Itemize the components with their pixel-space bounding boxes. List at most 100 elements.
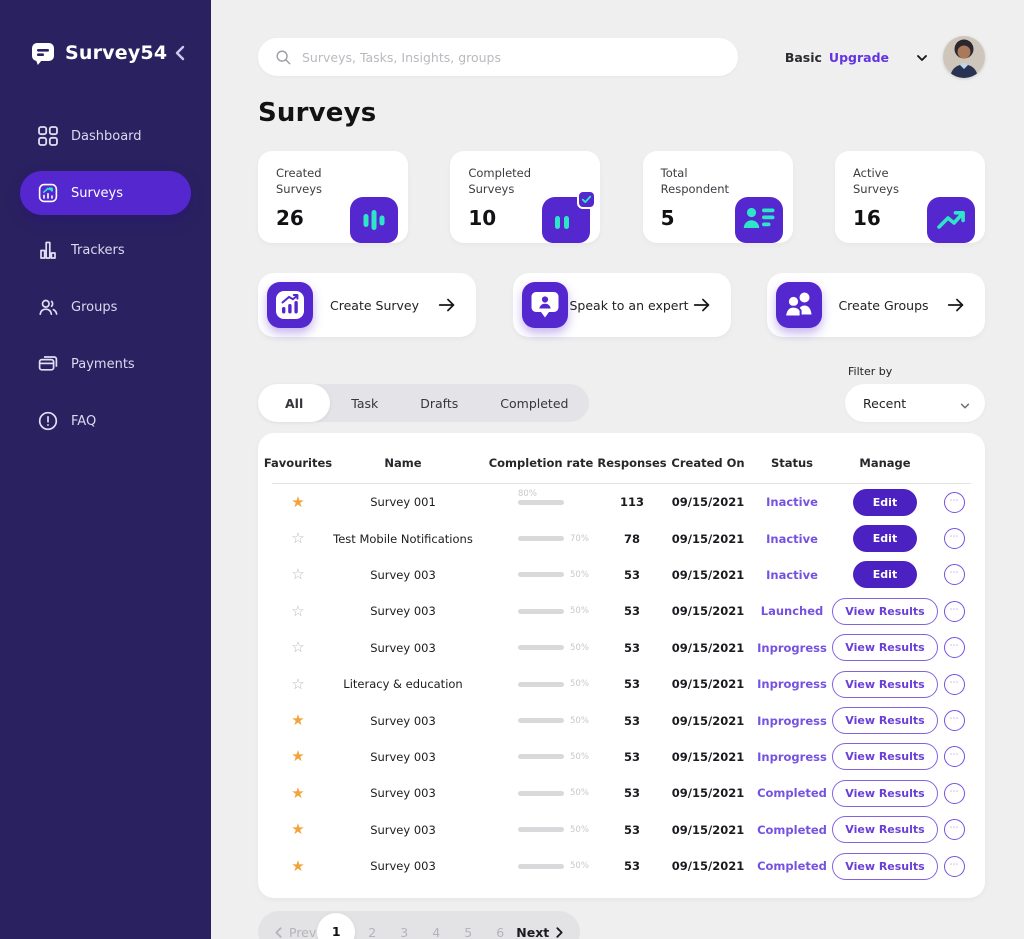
- more-options-icon[interactable]: ⋯: [944, 564, 965, 586]
- avatar[interactable]: [943, 36, 985, 78]
- action-card[interactable]: Create Groups: [767, 273, 985, 337]
- sidebar-item-icon: [37, 296, 59, 318]
- table-row: ★ ☆ Survey 001 80% 113 09/15/2021 Inacti…: [272, 484, 971, 520]
- more-options-icon[interactable]: ⋯: [944, 491, 965, 513]
- completion-label: 50%: [570, 788, 589, 799]
- sidebar-item[interactable]: FAQ: [20, 399, 191, 443]
- favourite-star-icon[interactable]: ★: [291, 747, 305, 766]
- tab[interactable]: Completed: [479, 384, 589, 422]
- responses-count: 53: [623, 786, 640, 801]
- tab[interactable]: Task: [330, 384, 399, 422]
- completion-rate: 50%: [518, 752, 589, 762]
- column-created-on: Created On: [671, 456, 745, 470]
- search-input[interactable]: [302, 49, 722, 65]
- sidebar-item[interactable]: Surveys: [20, 171, 191, 215]
- manage-button[interactable]: View Results: [832, 707, 938, 735]
- favourite-star-icon[interactable]: ★: [291, 492, 305, 511]
- more-options-icon[interactable]: ⋯: [944, 819, 965, 841]
- more-options-icon[interactable]: ⋯: [944, 528, 965, 550]
- filter-value: Recent: [863, 395, 907, 411]
- favourite-star-icon[interactable]: ★: [291, 820, 305, 839]
- more-options-icon[interactable]: ⋯: [944, 710, 965, 732]
- favourite-star-icon[interactable]: ☆: [291, 674, 305, 693]
- manage-button[interactable]: View Results: [832, 816, 938, 844]
- survey-name: Survey 003: [370, 713, 436, 728]
- sidebar-item-icon: [37, 410, 59, 432]
- manage-button[interactable]: Edit: [852, 561, 918, 589]
- favourite-star-icon[interactable]: ☆: [291, 565, 305, 584]
- tab[interactable]: All: [258, 384, 331, 422]
- status-text: Completed: [757, 822, 827, 837]
- progress-track: [518, 718, 564, 724]
- responses-count: 78: [623, 531, 640, 546]
- favourite-star-icon[interactable]: ☆: [291, 601, 305, 620]
- responses-count: 53: [623, 567, 640, 582]
- tab[interactable]: Drafts: [399, 384, 479, 422]
- manage-button[interactable]: View Results: [832, 597, 938, 625]
- manage-button[interactable]: Edit: [852, 525, 918, 553]
- table-row: ★ ☆ Survey 003 50% 53 09/15/2021 Complet…: [272, 848, 971, 884]
- manage-button[interactable]: View Results: [832, 743, 938, 771]
- favourite-star-icon[interactable]: ★: [291, 711, 305, 730]
- created-date: 09/15/2021: [671, 786, 745, 801]
- sidebar-item-icon: [37, 353, 59, 375]
- prev-page-button[interactable]: Prev: [272, 925, 316, 939]
- created-date: 09/15/2021: [671, 749, 745, 764]
- search-bar[interactable]: [258, 38, 738, 76]
- sidebar-collapse-button[interactable]: [171, 44, 189, 62]
- page-number[interactable]: 1: [317, 913, 356, 939]
- filter-select[interactable]: Recent: [845, 384, 985, 422]
- stat-label: Completed Surveys: [468, 166, 532, 197]
- completion-label: 80%: [518, 488, 537, 499]
- action-card[interactable]: Speak to an expert: [512, 273, 731, 337]
- stat-card: Created Surveys 26: [258, 151, 408, 243]
- page-number[interactable]: 2: [368, 924, 377, 939]
- tabs-filter-row: All Task Drafts Completed Fil: [258, 365, 985, 422]
- upgrade-link[interactable]: Upgrade: [828, 49, 889, 65]
- manage-button[interactable]: View Results: [832, 670, 938, 698]
- page-number[interactable]: 4: [432, 924, 441, 939]
- completion-label: 50%: [570, 679, 589, 690]
- more-options-icon[interactable]: ⋯: [944, 782, 965, 804]
- arrow-right-icon: [691, 294, 713, 316]
- more-options-icon[interactable]: ⋯: [944, 637, 965, 659]
- completion-rate: 70%: [518, 534, 589, 544]
- stat-icon: [542, 190, 597, 243]
- sidebar-item[interactable]: Trackers: [20, 228, 191, 272]
- action-label: Create Survey: [330, 297, 419, 313]
- favourite-star-icon[interactable]: ★: [291, 856, 305, 875]
- stat-label: Active Surveys: [852, 166, 899, 197]
- quick-actions-row: Create Survey Speak to an expert Creat: [258, 273, 985, 337]
- status-text: Inprogress: [757, 749, 827, 764]
- chevron-down-icon[interactable]: [915, 50, 929, 64]
- sidebar-item-icon: [37, 239, 59, 261]
- more-options-icon[interactable]: ⋯: [944, 673, 965, 695]
- stat-value: 16: [852, 206, 881, 230]
- more-options-icon[interactable]: ⋯: [944, 600, 965, 622]
- responses-count: 53: [623, 713, 640, 728]
- more-options-icon[interactable]: ⋯: [944, 746, 965, 768]
- favourite-star-icon[interactable]: ☆: [291, 638, 305, 657]
- manage-button[interactable]: View Results: [832, 634, 938, 662]
- chevron-down-icon: [959, 397, 971, 409]
- completion-label: 50%: [570, 715, 589, 726]
- manage-button[interactable]: Edit: [852, 488, 918, 516]
- more-options-icon[interactable]: ⋯: [944, 855, 965, 877]
- page-number[interactable]: 3: [400, 924, 409, 939]
- table-row: ★ ☆ Survey 003 50% 53 09/15/2021 Complet…: [272, 812, 971, 848]
- sidebar-item[interactable]: Dashboard: [20, 114, 191, 158]
- column-status: Status: [770, 456, 814, 470]
- page-number[interactable]: 5: [464, 924, 473, 939]
- favourite-star-icon[interactable]: ☆: [291, 529, 305, 548]
- favourite-star-icon[interactable]: ★: [291, 783, 305, 802]
- sidebar-item[interactable]: Groups: [20, 285, 191, 329]
- arrow-right-icon: [945, 294, 967, 316]
- manage-button[interactable]: View Results: [832, 779, 938, 807]
- page-number[interactable]: 6: [496, 924, 505, 939]
- manage-button[interactable]: View Results: [832, 852, 938, 880]
- completion-rate: 50%: [518, 788, 589, 798]
- sidebar-item[interactable]: Payments: [20, 342, 191, 386]
- next-page-button[interactable]: Next: [516, 925, 566, 939]
- progress-track: [518, 536, 564, 542]
- action-card[interactable]: Create Survey: [258, 273, 476, 337]
